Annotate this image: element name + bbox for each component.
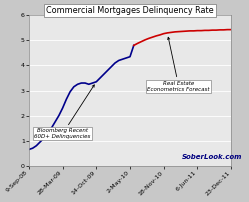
Text: SoberLook.com: SoberLook.com <box>182 154 243 160</box>
Text: Real Estate
Econometrics Forecast: Real Estate Econometrics Forecast <box>147 37 210 92</box>
Text: Bloomberg Recent
60D+ Delinquencies: Bloomberg Recent 60D+ Delinquencies <box>34 85 94 139</box>
Title: Commercial Mortgages Delinquency Rate: Commercial Mortgages Delinquency Rate <box>46 6 214 15</box>
